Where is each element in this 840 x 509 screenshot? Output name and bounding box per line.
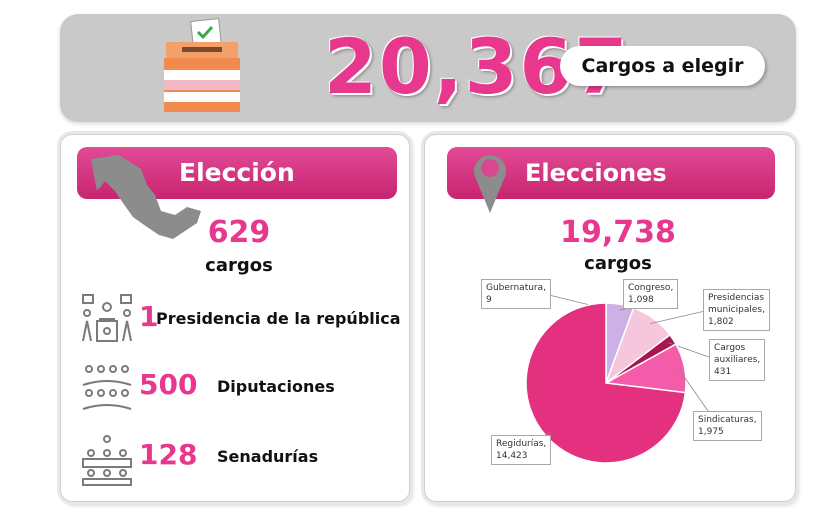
federal-row-diputaciones: 500 Diputaciones (79, 361, 399, 417)
presidencia-label: Presidencia de la república (156, 309, 401, 328)
federal-count: 629 (207, 215, 271, 250)
senadurias-label: Senadurías (217, 447, 319, 466)
diputaciones-label: Diputaciones (217, 377, 335, 396)
podium-icon (82, 294, 132, 342)
local-count: 19,738 (560, 215, 676, 250)
pie-label-regidurías: Regidurías, 14,423 (491, 435, 552, 465)
local-title: Elecciones Locales (447, 147, 775, 239)
ballot-box-icon (164, 18, 240, 112)
assembly-icon (82, 365, 132, 410)
federal-panel: Elección Federal 629 cargos 1 Presidenci… (60, 134, 410, 502)
local-count-label: cargos (584, 253, 652, 274)
senadurias-number: 128 (139, 438, 198, 471)
federal-row-presidencia: 1 Presidencia de la república (79, 293, 401, 349)
senate-icon (82, 435, 132, 486)
presidencia-number: 1 (139, 300, 159, 333)
pie-chart (525, 294, 716, 464)
mexico-map-icon (91, 155, 201, 239)
local-panel: Elecciones Locales 19,738 cargos Guberna… (424, 134, 796, 502)
pie-label-sindicaturas: Sindicaturas, 1,975 (693, 411, 762, 441)
diputaciones-number: 500 (139, 368, 198, 401)
pie-label-presidencias-municipales: Presidencias municipales, 1,802 (703, 289, 770, 331)
pie-label-congreso: Congreso, 1,098 (623, 279, 679, 309)
total-banner: 20,367 Cargos a elegir (60, 14, 796, 122)
pie-leader-line (650, 310, 706, 324)
federal-count-label: cargos (205, 255, 273, 276)
pie-label-gubernatura: Gubernatura, 9 (481, 279, 551, 309)
total-label: Cargos a elegir (560, 46, 765, 86)
pie-label-cargos-auxiliares: Cargos auxiliares, 431 (709, 339, 766, 381)
federal-row-senadurias: 128 Senadurías (79, 431, 399, 487)
location-pin-icon (474, 155, 506, 213)
